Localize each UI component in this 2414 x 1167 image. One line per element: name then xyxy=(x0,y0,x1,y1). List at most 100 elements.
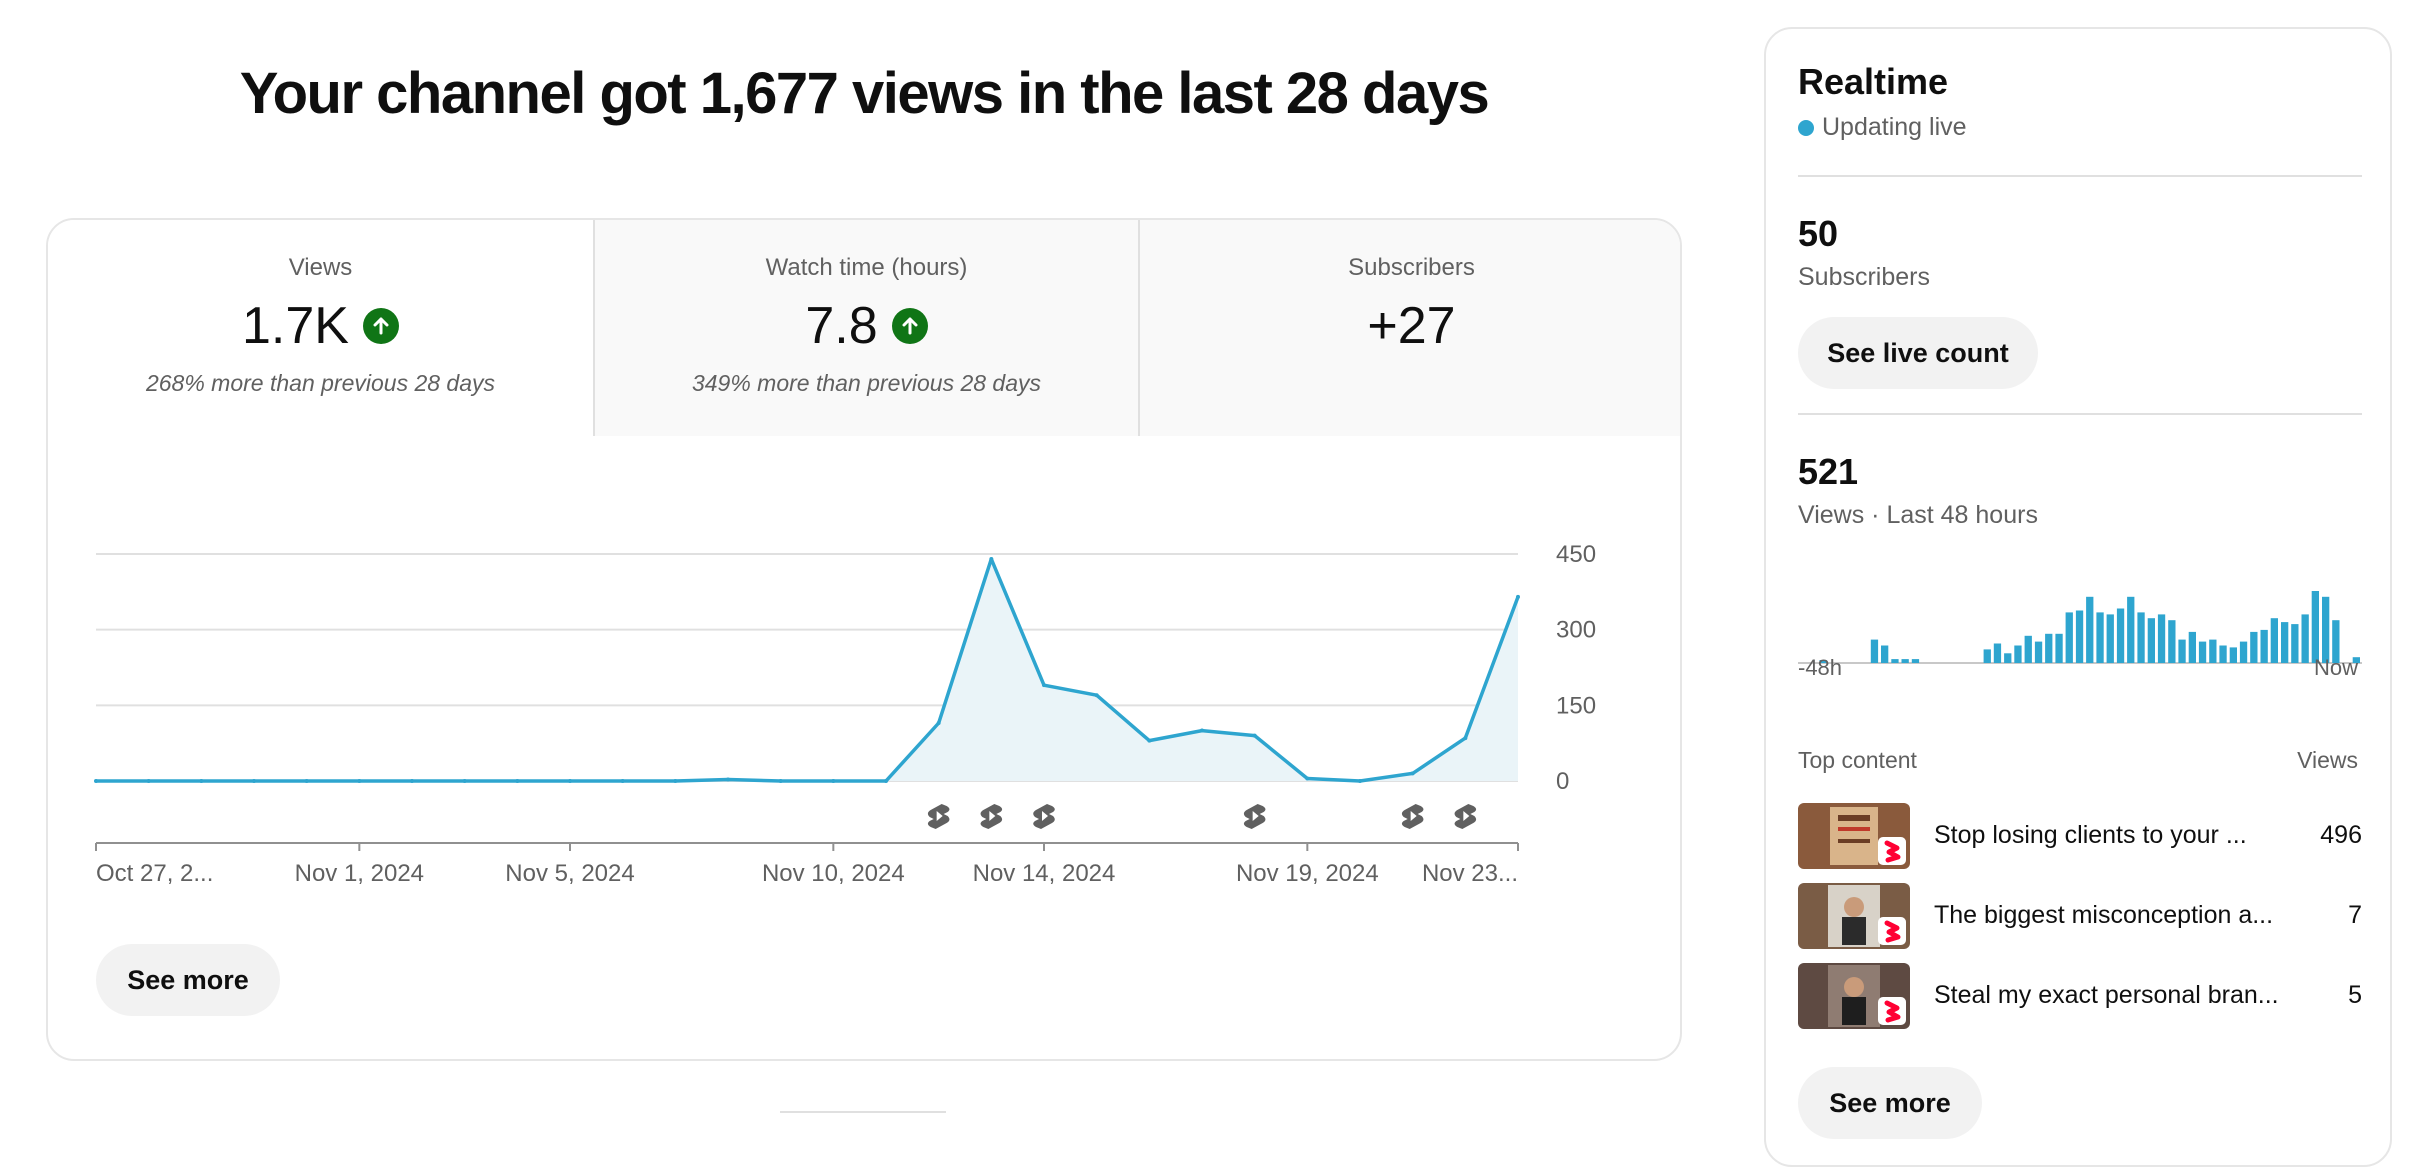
shorts-upload-icon xyxy=(980,804,1003,829)
mini-bar xyxy=(1891,659,1899,663)
mini-bar xyxy=(2291,624,2299,663)
mini-bar xyxy=(2301,614,2309,663)
y-tick-label: 450 xyxy=(1556,541,1596,568)
mini-bar xyxy=(2168,620,2176,663)
tab-views[interactable]: Views 1.7K 268% more than previous 28 da… xyxy=(48,220,593,436)
mini-bar xyxy=(2065,612,2073,663)
data-point xyxy=(410,779,414,783)
y-tick-label: 150 xyxy=(1556,692,1596,719)
shorts-play xyxy=(1042,811,1048,821)
video-title: Steal my exact personal bran... xyxy=(1934,981,2279,1009)
mini-bar xyxy=(1911,659,1920,663)
data-point xyxy=(884,779,888,783)
top-content-row[interactable]: Steal my exact personal bran... 5 xyxy=(1798,963,2362,1029)
data-point xyxy=(778,779,783,783)
mini-bar xyxy=(2045,633,2053,663)
data-point xyxy=(1094,693,1099,698)
subscriber-label: Subscribers xyxy=(1798,263,1930,291)
data-point xyxy=(726,777,730,782)
mini-bar xyxy=(2024,635,2032,663)
data-point xyxy=(1516,594,1520,599)
tab-value: 7.8 xyxy=(595,296,1138,356)
data-point xyxy=(462,779,467,783)
x-tick-label: Nov 14, 2024 xyxy=(973,860,1116,887)
tab-subscribers[interactable]: Subscribers +27 xyxy=(1138,220,1680,436)
x-tick-label: Oct 27, 2... xyxy=(96,860,213,887)
series-area xyxy=(96,559,1518,781)
views-column-heading: Views xyxy=(2297,747,2358,773)
shorts-play xyxy=(1463,811,1470,821)
data-point xyxy=(1147,738,1152,743)
views-48h-label: Views · Last 48 hours xyxy=(1798,501,2038,529)
mini-bar xyxy=(2106,614,2114,663)
mini-bar xyxy=(2116,608,2125,663)
mini-bar xyxy=(2157,614,2166,663)
top-content-row[interactable]: The biggest misconception a... 7 xyxy=(1798,883,2362,949)
metric-tabs: Views 1.7K 268% more than previous 28 da… xyxy=(48,220,1680,436)
see-more-button[interactable]: See more xyxy=(96,944,280,1016)
mini-bar xyxy=(2250,631,2258,663)
data-point xyxy=(568,779,572,783)
chart-end-label: Now xyxy=(2313,655,2358,680)
data-point xyxy=(252,779,256,783)
metric-value: 7.8 xyxy=(805,297,878,355)
video-views: 7 xyxy=(2348,901,2362,929)
subscriber-count: 50 xyxy=(1798,213,1839,254)
mini-bar xyxy=(1901,659,1909,663)
top-content-row[interactable]: Stop losing clients to your ... 496 xyxy=(1798,803,2362,869)
data-point xyxy=(1463,736,1468,741)
views-chart: 450 300 150 0 Oct 27, 2... Nov 1, 2024 Nov 5, … xyxy=(94,541,1596,887)
video-title: The biggest misconception a... xyxy=(1934,901,2274,929)
data-point xyxy=(936,720,941,725)
tab-label: Watch time (hours) xyxy=(765,254,968,281)
tab-value: 1.7K xyxy=(48,296,593,356)
data-point xyxy=(1410,771,1415,776)
x-tick-label: Nov 23... xyxy=(1422,860,1518,887)
realtime-card: Realtime Updating live 50 Subscribers Se… xyxy=(1764,27,2392,1167)
x-tick-label: Nov 5, 2024 xyxy=(505,860,634,887)
data-point xyxy=(989,557,994,562)
arrow-up-icon xyxy=(891,308,928,344)
see-live-count-button[interactable]: See live count xyxy=(1798,317,2038,389)
metric-value: +27 xyxy=(1367,297,1456,355)
mini-bar xyxy=(2209,639,2217,663)
live-status-label: Updating live xyxy=(1822,113,1967,141)
data-point xyxy=(94,779,98,783)
data-point xyxy=(515,779,520,783)
y-tick-label: 0 xyxy=(1556,768,1569,795)
divider xyxy=(1798,175,2362,177)
mini-bar xyxy=(2229,647,2237,663)
realtime-see-more-button[interactable]: See more xyxy=(1798,1067,1982,1139)
mini-bar xyxy=(2188,631,2196,663)
mini-bar xyxy=(2034,641,2043,663)
mini-bar xyxy=(2178,639,2186,663)
data-point xyxy=(1042,683,1046,688)
shorts-play xyxy=(936,811,943,821)
shorts-play xyxy=(1252,811,1259,821)
tab-label: Views xyxy=(288,254,353,281)
mini-bar xyxy=(2311,591,2319,663)
arrow-up-icon xyxy=(362,308,399,344)
data-point xyxy=(831,779,836,783)
mini-bar xyxy=(2096,612,2104,663)
data-point xyxy=(1252,733,1257,738)
y-tick-label: 300 xyxy=(1556,617,1596,644)
overview-card: Views 1.7K 268% more than previous 28 da… xyxy=(46,218,1682,1061)
tab-comparison: 268% more than previous 28 days xyxy=(145,370,496,396)
mini-bar xyxy=(2147,618,2155,663)
video-views: 496 xyxy=(2320,821,2362,849)
mini-bar xyxy=(2075,610,2084,663)
tab-watch-time[interactable]: Watch time (hours) 7.8 349% more than pr… xyxy=(593,220,1138,436)
data-point xyxy=(673,779,678,783)
mini-bar xyxy=(2322,596,2330,663)
data-point xyxy=(1305,776,1310,781)
data-point xyxy=(146,779,151,783)
mini-bar xyxy=(1819,660,1827,663)
data-point xyxy=(1358,779,1362,783)
series-line xyxy=(96,557,1520,783)
mini-bar xyxy=(1993,643,2002,663)
chart-start-label: -48h xyxy=(1798,655,1843,680)
shorts-upload-icon xyxy=(1243,804,1266,829)
mini-bar xyxy=(2260,629,2268,663)
metric-value: 1.7K xyxy=(242,297,349,355)
